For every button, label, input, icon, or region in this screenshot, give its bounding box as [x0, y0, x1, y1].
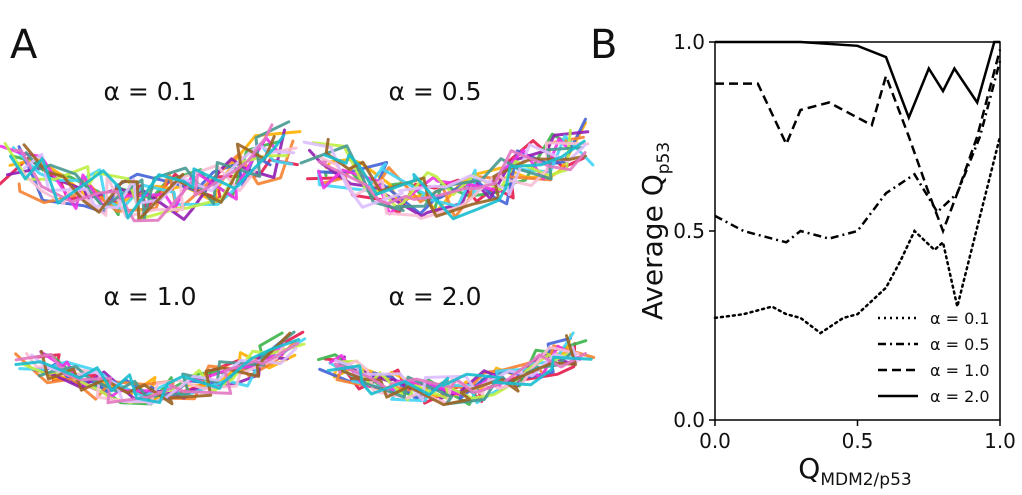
structure-trace	[25, 342, 287, 404]
structure-trace	[334, 345, 579, 402]
series-line	[713, 135, 1002, 335]
y-tick-label: 0.5	[673, 219, 705, 243]
structure-trace	[12, 123, 274, 223]
y-tick-label: 1.0	[673, 30, 705, 54]
structure-trace	[299, 144, 584, 212]
chart: 0.0 0.5 1.0 0.0 0.5 1.0 QMDM2/p53 Average Qp53 α…	[636, 30, 1016, 490]
structure-label: α = 1.0	[103, 282, 196, 311]
structure-trace	[324, 137, 587, 218]
structure-trace	[14, 338, 301, 404]
x-tick-label: 1.0	[984, 429, 1016, 453]
structure-trace	[314, 141, 590, 221]
y-axis-label: Average Qp53	[636, 142, 674, 320]
legend-label: α = 1.0	[930, 361, 990, 380]
series-line	[715, 40, 1000, 122]
legend-label: α = 0.5	[930, 335, 990, 354]
structure-label: α = 0.5	[388, 77, 481, 106]
structure-trace	[9, 133, 286, 220]
x-axis-label: QMDM2/p53	[798, 452, 911, 490]
structure-trace	[323, 139, 586, 221]
structure-images	[0, 117, 596, 407]
structure-label: α = 2.0	[388, 282, 481, 311]
panel-label: A	[10, 22, 38, 68]
x-axis-label-main: Q	[798, 452, 820, 485]
y-axis-label-sub: p53	[654, 142, 674, 174]
structure-trace	[326, 355, 593, 397]
legend-label: α = 0.1	[930, 309, 990, 328]
y-tick-label: 0.0	[673, 408, 705, 432]
x-axis-label-sub: MDM2/p53	[820, 470, 911, 490]
series-line	[714, 60, 1002, 244]
x-tick-label: 0.5	[842, 429, 874, 453]
y-axis-label-main: Average Q	[636, 174, 669, 320]
legend-label: α = 2.0	[930, 387, 990, 406]
panel-label: B	[590, 22, 617, 68]
structure-label: α = 0.1	[103, 77, 196, 106]
structure-trace	[308, 130, 590, 218]
series-line	[715, 49, 1002, 235]
x-tick-label: 0.0	[699, 429, 731, 453]
structure-trace	[24, 120, 291, 220]
